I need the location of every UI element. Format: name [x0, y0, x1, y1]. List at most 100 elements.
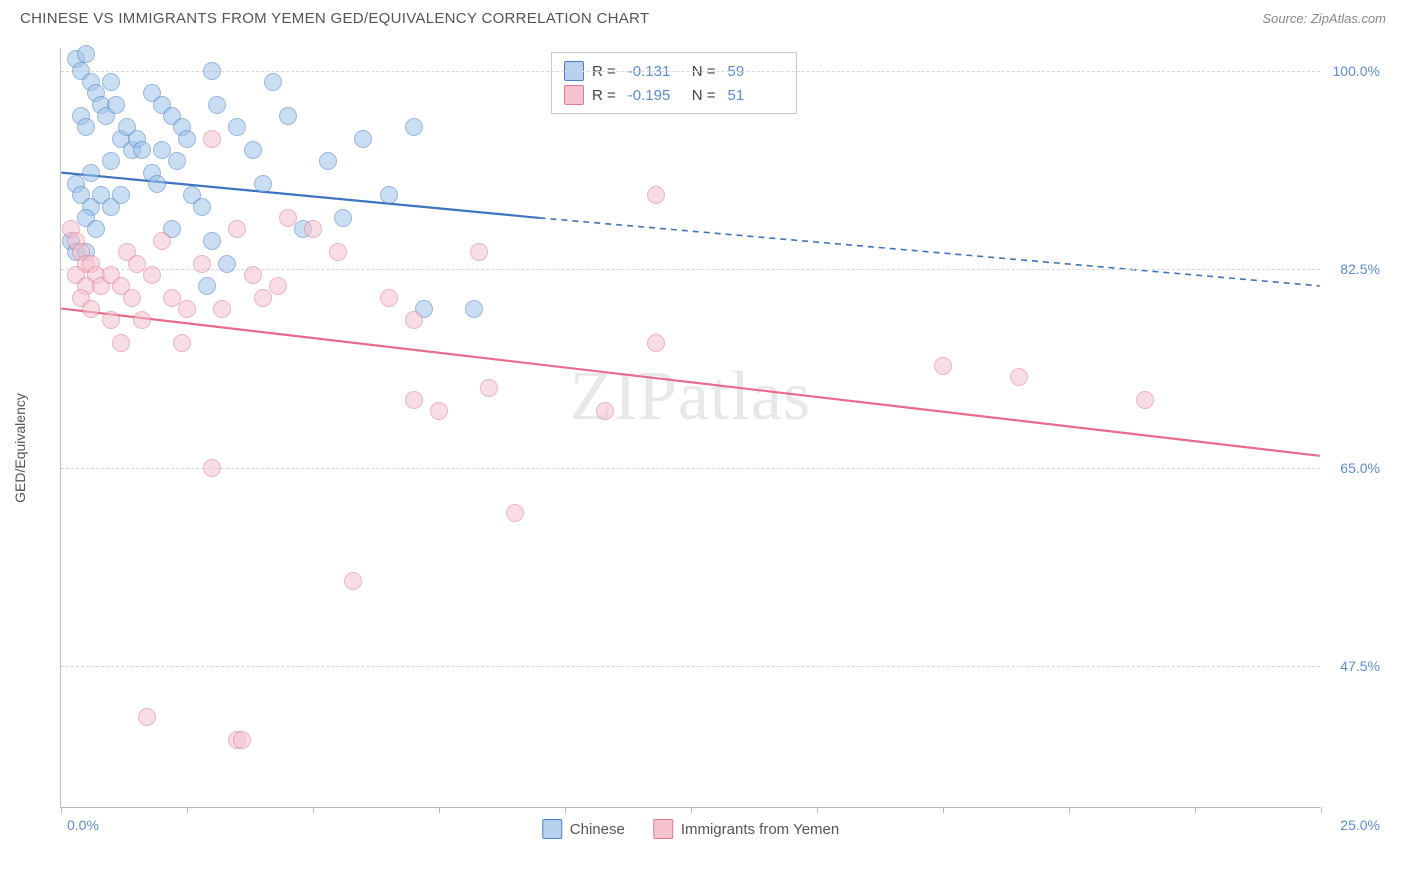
legend-item-chinese: Chinese [542, 819, 625, 839]
x-tick [565, 807, 566, 813]
data-point [133, 141, 151, 159]
data-point [112, 186, 130, 204]
swatch-blue [542, 819, 562, 839]
data-point [244, 266, 262, 284]
data-point [344, 572, 362, 590]
data-point [647, 186, 665, 204]
data-point [647, 334, 665, 352]
data-point [354, 130, 372, 148]
swatch-pink [564, 85, 584, 105]
chart-container: GED/Equivalency ZIPatlas R = -0.131 N = … [50, 48, 1390, 848]
data-point [405, 118, 423, 136]
y-tick-label: 47.5% [1340, 658, 1380, 674]
data-point [405, 311, 423, 329]
data-point [934, 357, 952, 375]
legend-item-yemen: Immigrants from Yemen [653, 819, 839, 839]
data-point [465, 300, 483, 318]
data-point [102, 311, 120, 329]
data-point [228, 220, 246, 238]
data-point [133, 311, 151, 329]
data-point [254, 289, 272, 307]
data-point [254, 175, 272, 193]
data-point [138, 708, 156, 726]
y-tick-label: 82.5% [1340, 261, 1380, 277]
data-point [178, 130, 196, 148]
data-point [203, 459, 221, 477]
data-point [244, 141, 262, 159]
data-point [1136, 391, 1154, 409]
data-point [329, 243, 347, 261]
data-point [319, 152, 337, 170]
x-tick [817, 807, 818, 813]
data-point [480, 379, 498, 397]
data-point [203, 62, 221, 80]
chart-title: CHINESE VS IMMIGRANTS FROM YEMEN GED/EQU… [20, 10, 649, 27]
data-point [208, 96, 226, 114]
gridline-h [61, 468, 1320, 469]
data-point [304, 220, 322, 238]
data-point [173, 334, 191, 352]
data-point [82, 164, 100, 182]
correlation-legend: R = -0.131 N = 59 R = -0.195 N = 51 [551, 52, 797, 114]
data-point [470, 243, 488, 261]
data-point [77, 118, 95, 136]
data-point [1010, 368, 1028, 386]
data-point [82, 300, 100, 318]
data-point [123, 289, 141, 307]
data-point [143, 266, 161, 284]
gridline-h [61, 666, 1320, 667]
data-point [218, 255, 236, 273]
x-tick [313, 807, 314, 813]
data-point [279, 107, 297, 125]
trend-lines [61, 48, 1320, 807]
x-axis-end: 25.0% [1340, 817, 1380, 833]
data-point [596, 402, 614, 420]
data-point [269, 277, 287, 295]
data-point [168, 152, 186, 170]
data-point [213, 300, 231, 318]
n-value-yemen: 51 [728, 87, 784, 104]
x-tick [1195, 807, 1196, 813]
source-label: Source: ZipAtlas.com [1262, 11, 1386, 26]
x-tick [943, 807, 944, 813]
data-point [193, 198, 211, 216]
watermark: ZIPatlas [570, 357, 811, 437]
x-tick [1069, 807, 1070, 813]
data-point [102, 73, 120, 91]
data-point [233, 731, 251, 749]
swatch-pink [653, 819, 673, 839]
y-axis-label: GED/Equivalency [12, 393, 28, 503]
gridline-h [61, 71, 1320, 72]
data-point [380, 186, 398, 204]
x-tick [439, 807, 440, 813]
data-point [380, 289, 398, 307]
data-point [506, 504, 524, 522]
r-value-yemen: -0.195 [628, 87, 684, 104]
data-point [87, 220, 105, 238]
data-point [279, 209, 297, 227]
data-point [112, 334, 130, 352]
data-point [203, 130, 221, 148]
y-tick-label: 100.0% [1333, 63, 1380, 79]
data-point [193, 255, 211, 273]
data-point [107, 96, 125, 114]
x-tick [61, 807, 62, 813]
data-point [405, 391, 423, 409]
series-legend: Chinese Immigrants from Yemen [542, 819, 839, 839]
x-tick [1321, 807, 1322, 813]
x-axis-start: 0.0% [67, 817, 99, 833]
data-point [178, 300, 196, 318]
data-point [153, 232, 171, 250]
x-tick [691, 807, 692, 813]
y-tick-label: 65.0% [1340, 460, 1380, 476]
data-point [264, 73, 282, 91]
data-point [77, 45, 95, 63]
data-point [102, 152, 120, 170]
plot-area: ZIPatlas R = -0.131 N = 59 R = -0.195 N … [60, 48, 1320, 808]
data-point [198, 277, 216, 295]
data-point [203, 232, 221, 250]
legend-row-yemen: R = -0.195 N = 51 [564, 83, 784, 107]
data-point [430, 402, 448, 420]
data-point [334, 209, 352, 227]
data-point [148, 175, 166, 193]
